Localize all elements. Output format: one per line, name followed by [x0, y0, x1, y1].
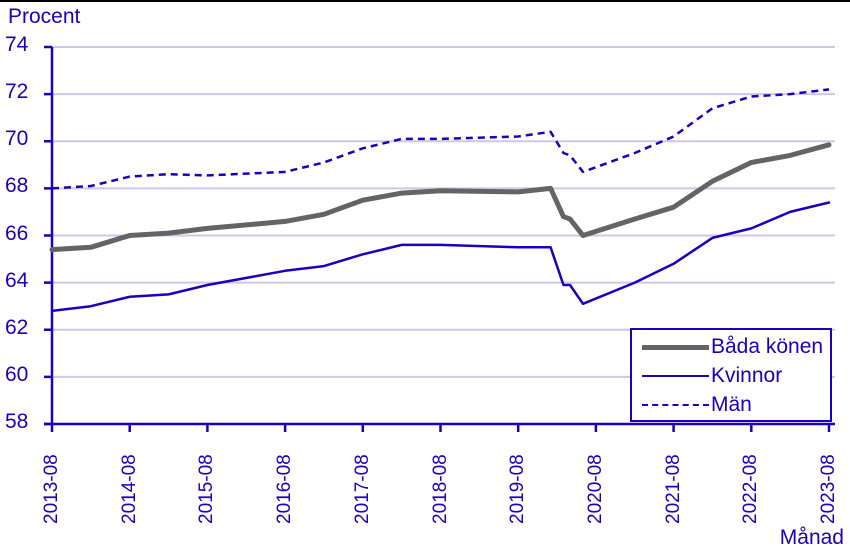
x-tick-label: 2018-08: [429, 454, 451, 524]
x-tick-label: 2013-08: [41, 454, 62, 524]
x-tick-label: 2023-08: [818, 454, 839, 524]
legend-swatch-men: [642, 404, 709, 406]
y-tick-label: 60: [5, 362, 29, 386]
x-tick-label: 2014-08: [118, 454, 140, 524]
y-tick-label: 58: [5, 410, 29, 433]
x-tick-label: 2022-08: [740, 454, 762, 524]
legend-label-both: Båda könen: [711, 335, 824, 358]
y-tick-label: 74: [5, 33, 29, 56]
x-tick-label: 2017-08: [351, 454, 373, 524]
legend-item-both: Båda könen: [642, 334, 823, 360]
series-both: [49, 142, 832, 253]
x-tick-label: 2015-08: [196, 454, 218, 524]
legend-item-women: Kvinnor: [642, 363, 782, 389]
x-tick-label: 2021-08: [662, 454, 684, 524]
y-tick-label: 66: [5, 221, 29, 245]
x-axis-title: Månad: [779, 526, 844, 549]
legend-label-men: Män: [711, 393, 752, 416]
x-tick-label: 2016-08: [274, 454, 296, 524]
legend: Båda könen Kvinnor Män: [630, 328, 832, 422]
y-axis-title: Procent: [8, 5, 81, 28]
legend-label-women: Kvinnor: [711, 364, 783, 387]
y-tick-label: 70: [5, 127, 29, 151]
y-tick-label: 72: [5, 80, 29, 104]
x-tick-label: 2019-08: [507, 454, 529, 524]
x-tick-label: 2020-08: [584, 454, 606, 524]
y-tick-label: 64: [5, 268, 29, 292]
legend-swatch-both: [642, 344, 709, 350]
legend-swatch-women: [642, 375, 709, 377]
y-tick-label: 68: [5, 174, 29, 198]
legend-item-men: Män: [642, 392, 752, 418]
series-women: [50, 201, 831, 313]
series-men: [51, 88, 830, 190]
top-border: [0, 0, 850, 2]
y-tick-label: 62: [5, 315, 29, 339]
